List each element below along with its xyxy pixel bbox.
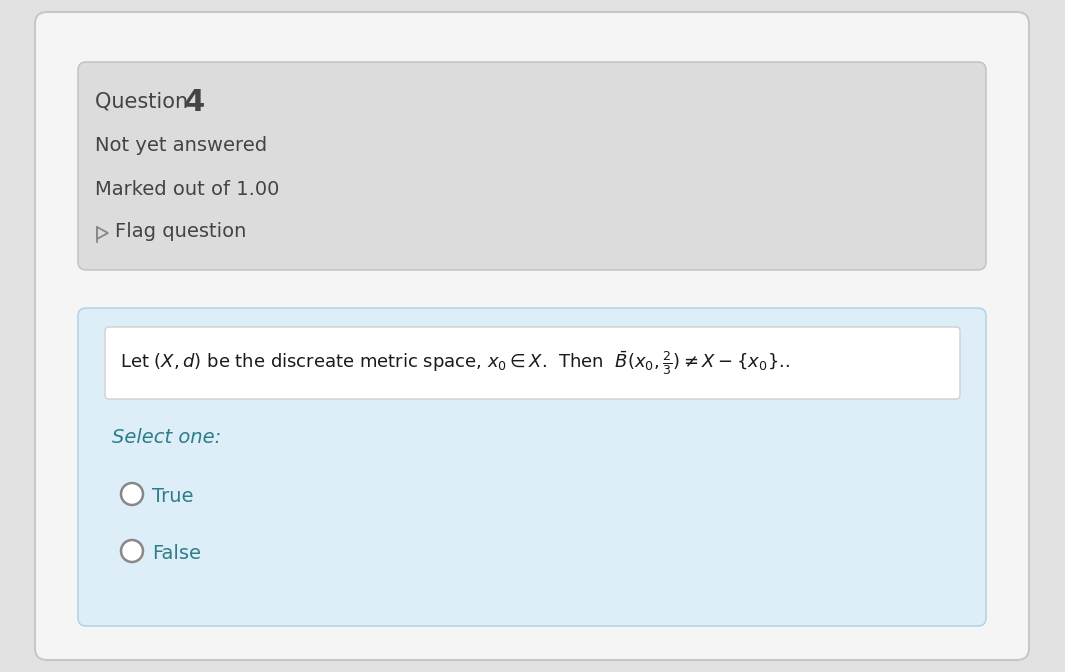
Text: True: True bbox=[152, 487, 194, 506]
FancyBboxPatch shape bbox=[78, 308, 986, 626]
Text: Question: Question bbox=[95, 92, 195, 112]
FancyBboxPatch shape bbox=[78, 62, 986, 270]
Text: 4: 4 bbox=[184, 88, 206, 117]
Text: Flag question: Flag question bbox=[115, 222, 246, 241]
FancyBboxPatch shape bbox=[105, 327, 960, 399]
FancyBboxPatch shape bbox=[35, 12, 1029, 660]
Text: Not yet answered: Not yet answered bbox=[95, 136, 267, 155]
Text: Let $(X,d)$ be the discreate metric space, $x_0 \in X$.  Then  $\bar{B}(x_0,\fra: Let $(X,d)$ be the discreate metric spac… bbox=[120, 349, 790, 377]
Text: Marked out of 1.00: Marked out of 1.00 bbox=[95, 180, 279, 199]
Text: Select one:: Select one: bbox=[112, 428, 222, 447]
Circle shape bbox=[121, 540, 143, 562]
Circle shape bbox=[121, 483, 143, 505]
Text: False: False bbox=[152, 544, 201, 563]
